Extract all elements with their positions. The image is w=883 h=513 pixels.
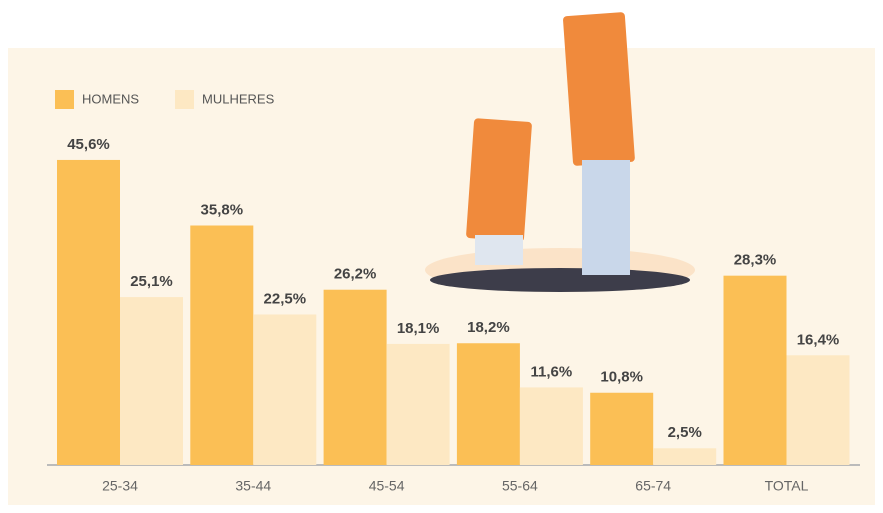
bar [120,297,183,465]
bar [190,225,253,465]
value-label: 25,1% [130,273,173,290]
value-label: 45,6% [67,136,110,153]
legend-swatch [175,90,194,109]
cigarette-filter [563,12,635,166]
value-label: 22,5% [264,290,307,307]
value-label: 11,6% [531,363,573,380]
bar [724,276,787,465]
value-label: 28,3% [734,252,777,269]
value-label: 2,5% [668,424,702,441]
bar [57,160,120,465]
x-tick-label: 25-34 [102,478,138,494]
legend-swatch [55,90,74,109]
value-label: 10,8% [600,369,643,386]
value-label: 18,1% [397,320,440,337]
cigarette-paper [475,235,523,265]
legend-label: MULHERES [202,91,275,106]
bar [253,314,316,465]
bar [457,343,520,465]
bar [787,355,850,465]
value-label: 26,2% [334,266,377,283]
ash-pile [430,268,690,292]
bar [520,387,583,465]
value-label: 18,2% [467,319,510,336]
x-tick-label: TOTAL [765,478,809,494]
cigarette-paper [582,160,630,275]
x-tick-label: 55-64 [502,478,538,494]
cigarette-filter [466,118,532,242]
legend-label: HOMENS [82,91,139,106]
x-tick-label: 45-54 [369,478,405,494]
bar [324,290,387,465]
chart: HOMENS MULHERES 25-34 45,6% 25,1% 35-44 35,8% 2… [0,0,883,513]
x-tick-label: 65-74 [635,478,671,494]
bar [653,448,716,465]
bar [590,393,653,465]
value-label: 16,4% [797,331,840,348]
bar [387,344,450,465]
x-tick-label: 35-44 [235,478,271,494]
value-label: 35,8% [201,201,244,218]
